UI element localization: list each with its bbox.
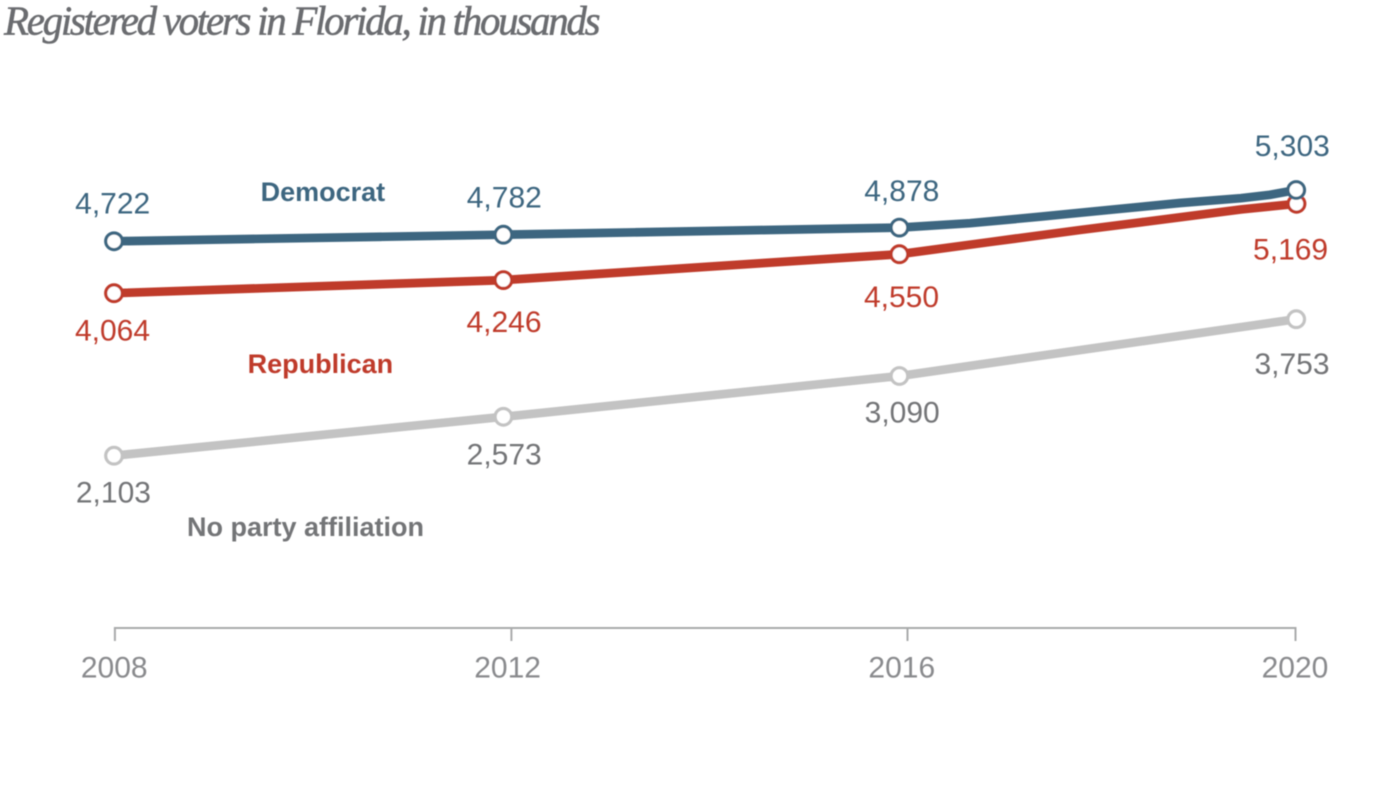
svg-text:5,303: 5,303 bbox=[1255, 130, 1330, 163]
svg-text:Registered voters in Florida,: Registered voters in Florida, in thousan… bbox=[3, 0, 600, 43]
svg-text:3,753: 3,753 bbox=[1254, 348, 1329, 381]
svg-text:4,722: 4,722 bbox=[75, 187, 150, 220]
svg-text:4,064: 4,064 bbox=[75, 315, 150, 348]
svg-text:4,550: 4,550 bbox=[864, 281, 939, 314]
svg-text:2008: 2008 bbox=[81, 652, 148, 685]
svg-text:5,169: 5,169 bbox=[1253, 234, 1328, 267]
svg-text:2020: 2020 bbox=[1262, 652, 1329, 685]
svg-text:2016: 2016 bbox=[868, 652, 935, 685]
svg-text:4,782: 4,782 bbox=[467, 182, 542, 215]
svg-text:2,103: 2,103 bbox=[76, 477, 151, 510]
svg-text:4,878: 4,878 bbox=[864, 175, 939, 208]
svg-text:4,246: 4,246 bbox=[466, 306, 541, 339]
svg-text:No party affiliation: No party affiliation bbox=[187, 512, 424, 542]
svg-text:3,090: 3,090 bbox=[865, 397, 940, 430]
svg-text:2,573: 2,573 bbox=[467, 439, 542, 472]
svg-text:Democrat: Democrat bbox=[261, 177, 386, 207]
svg-text:Republican: Republican bbox=[248, 349, 394, 379]
svg-text:2012: 2012 bbox=[474, 652, 541, 685]
